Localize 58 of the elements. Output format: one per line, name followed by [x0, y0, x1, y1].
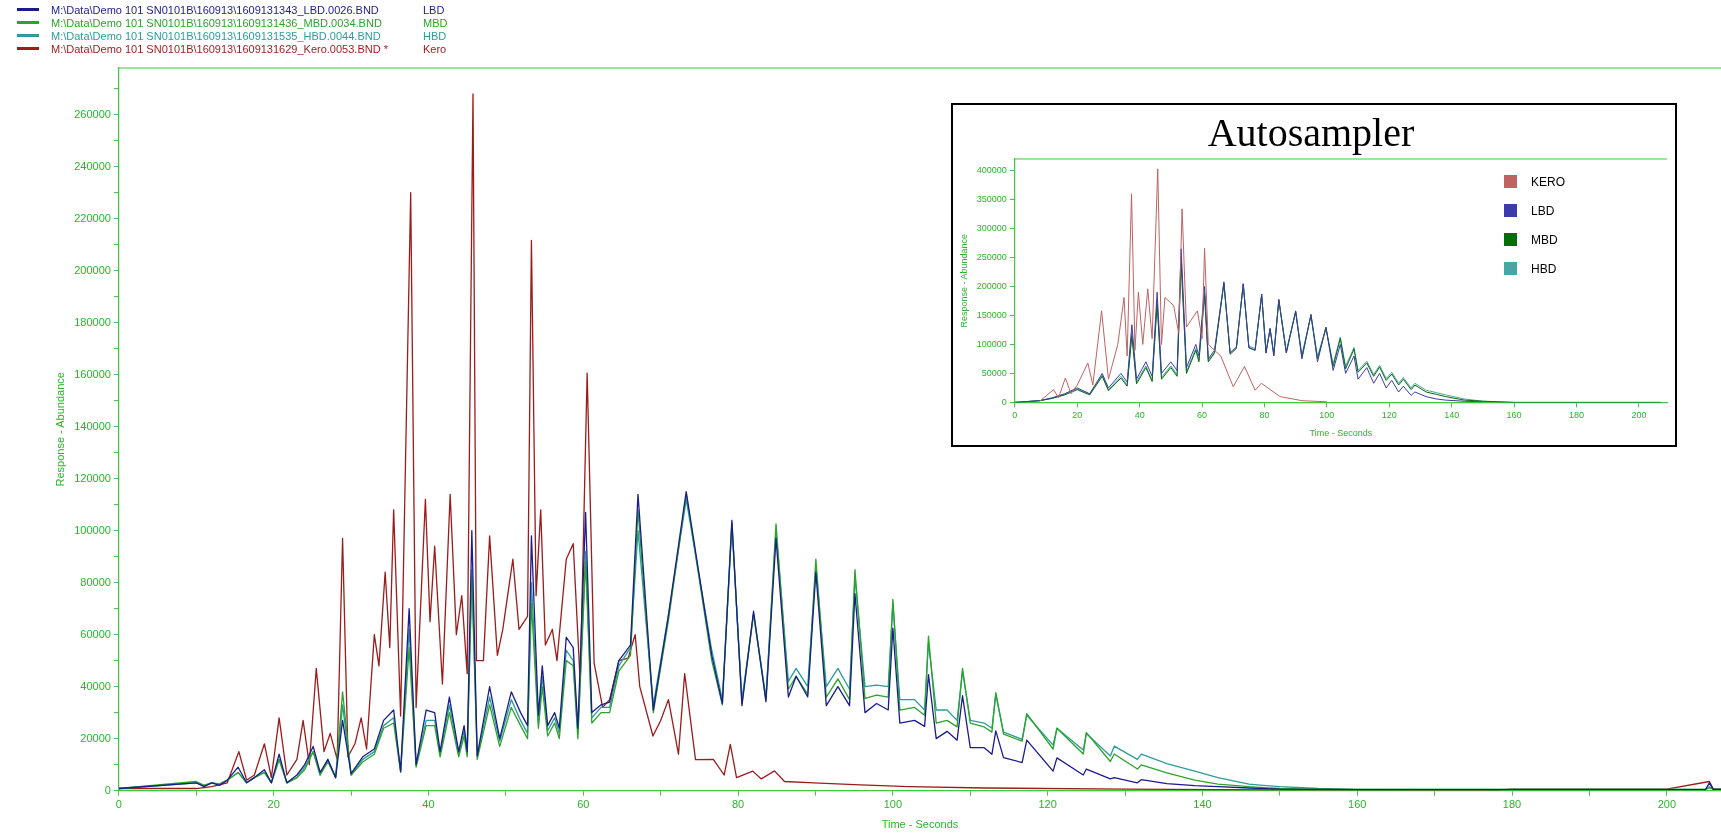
x-tick-label: 120	[1381, 410, 1397, 421]
y-tick-label: 140000	[74, 419, 111, 432]
y-tick-label: 120000	[74, 471, 111, 484]
legend-label: HBD	[1530, 261, 1557, 276]
y-axis-title: Response - Abundance	[958, 233, 969, 328]
legend-label: LBD	[1530, 203, 1555, 218]
x-tick-label: 0	[115, 798, 122, 811]
x-tick-label: 160	[1506, 410, 1522, 421]
legend-label: M:\Data\Demo 101 SN0101B\160913\1609131343_LBD.0026.BND LBD	[51, 3, 445, 16]
x-tick-label: 200	[1657, 798, 1676, 811]
y-tick-label: 80000	[80, 575, 111, 588]
x-tick-label: 180	[1568, 410, 1585, 421]
y-tick-label: 200000	[74, 263, 111, 276]
y-tick-label: 0	[104, 783, 111, 796]
legend-label: M:\Data\Demo 101 SN0101B\160913\1609131629_Kero.0053.BND * Kero	[51, 42, 447, 55]
x-axis-title: Time - Seconds	[881, 818, 959, 831]
x-tick-label: 160	[1348, 798, 1367, 811]
y-tick-label: 260000	[74, 107, 111, 120]
y-tick-label: 400000	[976, 165, 1007, 176]
x-tick-label: 20	[1072, 410, 1083, 421]
x-tick-label: 20	[267, 798, 280, 811]
x-tick-label: 140	[1444, 410, 1460, 421]
y-tick-label: 350000	[976, 194, 1007, 205]
x-tick-label: 60	[577, 798, 590, 811]
x-tick-label: 200	[1631, 410, 1647, 421]
chart-title: Autosampler	[1207, 109, 1415, 155]
y-tick-label: 100000	[74, 523, 111, 536]
y-tick-label: 0	[1001, 396, 1007, 407]
legend-label: KERO	[1530, 174, 1565, 189]
x-tick-label: 120	[1038, 798, 1057, 811]
y-tick-label: 200000	[976, 280, 1007, 291]
y-tick-label: 240000	[74, 159, 111, 172]
y-tick-label: 60000	[80, 627, 111, 640]
legend-label: M:\Data\Demo 101 SN0101B\160913\1609131436_MBD.0034.BND MBD	[51, 16, 448, 29]
x-tick-label: 60	[1197, 410, 1208, 421]
x-tick-label: 0	[1012, 410, 1018, 421]
y-tick-label: 100000	[976, 338, 1007, 349]
y-tick-label: 160000	[74, 367, 111, 380]
y-tick-label: 40000	[80, 679, 111, 692]
y-axis-title: Response - Abundance	[53, 372, 66, 487]
y-tick-label: 250000	[976, 252, 1007, 262]
y-tick-label: 220000	[74, 211, 111, 224]
y-tick-label: 180000	[74, 315, 111, 328]
y-tick-label: 50000	[981, 367, 1007, 378]
x-tick-label: 100	[1319, 410, 1335, 421]
y-tick-label: 300000	[976, 223, 1007, 234]
x-tick-label: 100	[883, 798, 903, 811]
legend-label: MBD	[1530, 232, 1558, 247]
x-axis-title: Time - Seconds	[1309, 428, 1373, 439]
y-tick-label: 20000	[80, 731, 111, 744]
x-tick-label: 180	[1502, 798, 1522, 811]
x-tick-label: 140	[1193, 798, 1212, 811]
x-tick-label: 80	[1259, 410, 1270, 421]
x-tick-label: 40	[1134, 410, 1145, 421]
x-tick-label: 40	[422, 798, 435, 811]
x-tick-label: 80	[731, 798, 745, 811]
y-tick-label: 150000	[976, 309, 1007, 320]
legend-label: M:\Data\Demo 101 SN0101B\160913\1609131535_HBD.0044.BND HBD	[51, 29, 447, 42]
